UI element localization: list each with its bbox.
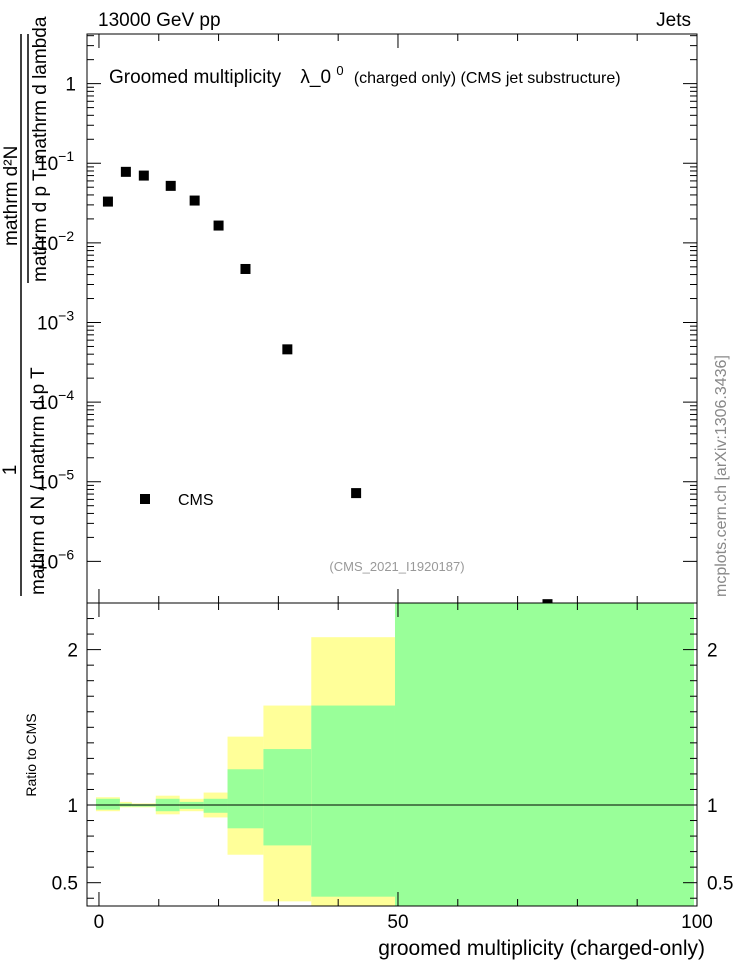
category-label: Jets: [656, 10, 691, 31]
ratio-y-tick-label: 1: [67, 796, 78, 817]
main-y-tick-label: 10−5: [37, 467, 74, 494]
tick-exponent: −1: [58, 148, 74, 164]
ratio-inner-band: [227, 769, 264, 829]
y-label-frac-denominator: mathrm d p T mathrm d lambda: [30, 16, 51, 282]
tick-base: 10: [37, 154, 58, 175]
legend-label: CMS: [178, 492, 214, 509]
x-axis-label: groomed multiplicity (charged-only): [378, 937, 705, 960]
data-point-marker: [138, 170, 149, 181]
legend-marker: [140, 494, 150, 504]
main-y-tick-label: 10−3: [37, 307, 74, 334]
ratio-y-tick-label-right: 2: [707, 641, 718, 662]
main-title: Groomed multiplicity λ_0 0 (charged only…: [109, 59, 621, 88]
main-y-ticks: 110−110−210−310−410−510−6: [37, 34, 698, 603]
data-point-marker: [213, 220, 224, 231]
title-symbol: λ_0: [300, 67, 331, 88]
ratio-y-tick-label-right: 0.5: [707, 874, 733, 895]
main-y-tick-label: 1: [65, 75, 76, 96]
ratio-x-ticks: 0 50 100: [94, 603, 713, 933]
x-tick-label: 50: [387, 912, 408, 933]
data-point-marker: [102, 196, 113, 207]
title-main: Groomed multiplicity: [109, 67, 282, 88]
y-label-frac-numerator: mathrm d²N: [1, 146, 22, 246]
ratio-y-ticks: 0.5 0.5 1 1 2 2: [52, 618, 733, 899]
ratio-y-tick-label-right: 1: [707, 796, 718, 817]
ratio-panel-frame: [86, 602, 698, 907]
main-y-tick-label: 10−4: [37, 387, 74, 414]
data-point-marker: [282, 344, 293, 355]
y-label-denominator: mathrm d N / mathrm d p T: [28, 367, 49, 595]
x-tick-label: 100: [681, 912, 713, 933]
main-data-points: [102, 166, 553, 610]
data-point-marker: [351, 488, 362, 499]
tick-base: 10: [37, 234, 58, 255]
ratio-inner-band: [311, 705, 395, 897]
ratio-inner-band: [95, 798, 120, 810]
tick-exponent: −2: [58, 228, 74, 244]
tick-exponent: −5: [58, 467, 74, 483]
ratio-y-tick-label: 0.5: [52, 874, 78, 895]
y-label-numerator: 1: [0, 465, 21, 476]
tick-base: 10: [37, 393, 58, 414]
analysis-watermark: (CMS_2021_I1920187): [329, 559, 464, 574]
ratio-y-tick-label: 2: [67, 641, 78, 662]
tick-exponent: −3: [58, 307, 74, 323]
tick-exponent: −6: [58, 546, 74, 562]
data-point-marker: [120, 166, 131, 177]
ratio-inner-band: [203, 798, 228, 813]
data-point-marker: [240, 263, 251, 274]
title-sup: 0: [336, 63, 343, 78]
tick-exponent: −4: [58, 387, 74, 403]
x-tick-label: 0: [94, 912, 105, 933]
tick-base: 10: [37, 473, 58, 494]
ratio-bands: [95, 603, 695, 906]
main-panel-frame: [86, 33, 698, 604]
data-point-marker: [165, 180, 176, 191]
ratio-y-axis-label: Ratio to CMS: [23, 713, 39, 796]
tick-base: 10: [37, 313, 58, 334]
side-source-label: mcplots.cern.ch [arXiv:1306.3436]: [713, 355, 730, 597]
tick-base: 10: [37, 552, 58, 573]
data-point-marker: [189, 195, 200, 206]
main-y-tick-label: 10−6: [37, 546, 74, 573]
energy-label: 13000 GeV pp: [98, 10, 221, 31]
ratio-inner-band: [394, 603, 695, 906]
ratio-inner-band: [263, 749, 312, 846]
title-small: (charged only) (CMS jet substructure): [354, 70, 621, 87]
main-y-tick-label: 10−1: [37, 148, 74, 175]
main-y-tick-label: 10−2: [37, 228, 74, 255]
main-y-axis-label: 1 mathrm d N / mathrm d p T mathrm d²N m…: [0, 16, 51, 596]
